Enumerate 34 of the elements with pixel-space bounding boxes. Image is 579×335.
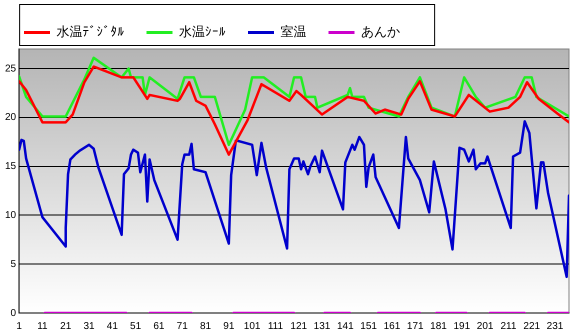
x-tick-label: 161 xyxy=(384,320,401,332)
x-tick-label: 41 xyxy=(106,320,118,332)
legend-label: 室温 xyxy=(280,24,306,40)
x-tick-label: 141 xyxy=(336,320,354,332)
x-tick-label: 81 xyxy=(200,320,212,332)
x-tick-label: 111 xyxy=(268,320,284,332)
y-tick-label: 0 xyxy=(10,308,17,319)
x-tick-label: 231 xyxy=(546,320,564,332)
x-tick-label: 1 xyxy=(16,320,22,332)
legend-label: 水温ｼｰﾙ xyxy=(179,24,226,40)
legend-label: 水温ﾃﾞｼﾞﾀﾙ xyxy=(56,24,124,40)
x-tick-label: 101 xyxy=(244,320,261,332)
x-tick-label: 191 xyxy=(453,320,471,332)
x-tick-label: 121 xyxy=(290,320,308,332)
x-tick-label: 171 xyxy=(406,320,424,332)
x-tick-label: 61 xyxy=(153,320,165,332)
x-tick-label: 151 xyxy=(360,320,378,332)
x-tick-label: 51 xyxy=(130,320,142,332)
x-tick-label: 21 xyxy=(60,320,72,332)
y-tick-label: 15 xyxy=(5,161,17,172)
x-tick-label: 131 xyxy=(314,320,331,332)
y-tick-label: 5 xyxy=(10,258,17,270)
x-tick-label: 11 xyxy=(37,320,48,332)
y-tick-label: 10 xyxy=(5,210,17,221)
y-tick-label: 25 xyxy=(5,63,17,74)
y-tick-label: 20 xyxy=(5,112,17,124)
x-tick-label: 91 xyxy=(223,320,235,332)
legend-label: あんか xyxy=(361,24,400,40)
x-tick-label: 31 xyxy=(83,320,96,332)
x-tick-label: 211 xyxy=(500,320,517,332)
x-tick-label: 201 xyxy=(476,320,494,332)
x-tick-label: 71 xyxy=(176,320,188,332)
x-tick-label: 181 xyxy=(430,320,448,332)
x-tick-label: 221 xyxy=(523,320,540,332)
